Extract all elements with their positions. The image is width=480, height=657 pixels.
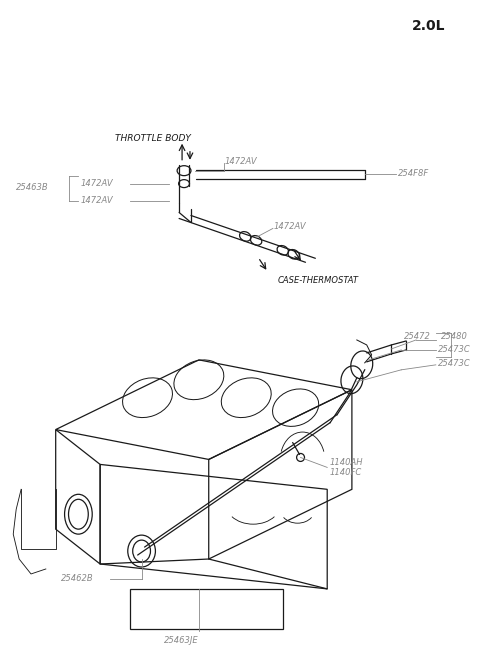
Text: 1472AV: 1472AV — [80, 196, 113, 205]
Text: 25472: 25472 — [404, 332, 431, 342]
Text: CASE-THERMOSTAT: CASE-THERMOSTAT — [278, 276, 359, 284]
Text: 2.0L: 2.0L — [412, 19, 446, 34]
Bar — [130, 589, 283, 629]
Text: 1472AV: 1472AV — [274, 222, 307, 231]
Text: 1472AV: 1472AV — [80, 179, 113, 188]
Text: 1472AV: 1472AV — [225, 157, 257, 166]
Text: 25480: 25480 — [441, 332, 468, 342]
Text: THROTTLE BODY: THROTTLE BODY — [115, 134, 191, 143]
Text: 25463JE: 25463JE — [164, 636, 199, 645]
Text: 25473C: 25473C — [438, 359, 470, 369]
Text: 25473C: 25473C — [438, 346, 470, 354]
Text: 25463B: 25463B — [16, 183, 49, 192]
Text: 254F8F: 254F8F — [398, 169, 430, 178]
Text: 1140FC: 1140FC — [329, 468, 361, 477]
Text: 1140AH: 1140AH — [329, 458, 363, 467]
Text: 25462B: 25462B — [60, 574, 93, 583]
